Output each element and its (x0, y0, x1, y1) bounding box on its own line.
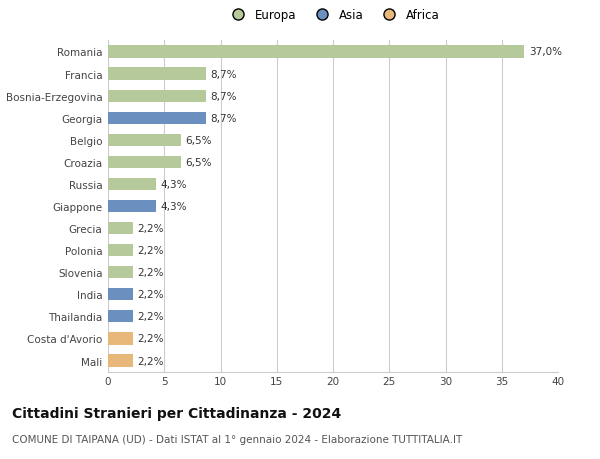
Bar (108, 245, 133, 257)
Bar (108, 267, 133, 279)
Text: 2,2%: 2,2% (137, 246, 164, 256)
Bar (108, 355, 133, 367)
Text: 4,3%: 4,3% (161, 179, 187, 190)
Bar (108, 289, 133, 301)
Bar (108, 134, 181, 146)
Bar (108, 333, 133, 345)
Bar (108, 157, 181, 168)
Text: 2,2%: 2,2% (137, 312, 164, 322)
Bar (108, 46, 524, 58)
Text: 2,2%: 2,2% (137, 224, 164, 234)
Text: 2,2%: 2,2% (137, 268, 164, 278)
Text: COMUNE DI TAIPANA (UD) - Dati ISTAT al 1° gennaio 2024 - Elaborazione TUTTITALIA: COMUNE DI TAIPANA (UD) - Dati ISTAT al 1… (12, 434, 462, 444)
Bar (108, 68, 206, 80)
Bar (108, 179, 157, 190)
Bar (108, 223, 133, 235)
Text: 2,2%: 2,2% (137, 334, 164, 344)
Text: 2,2%: 2,2% (137, 290, 164, 300)
Bar (108, 112, 206, 124)
Text: 6,5%: 6,5% (185, 157, 212, 168)
Bar (108, 311, 133, 323)
Text: 37,0%: 37,0% (529, 47, 562, 57)
Text: 8,7%: 8,7% (211, 69, 237, 79)
Text: 4,3%: 4,3% (161, 202, 187, 212)
Bar (108, 201, 157, 213)
Text: 8,7%: 8,7% (211, 91, 237, 101)
Text: 2,2%: 2,2% (137, 356, 164, 366)
Legend: Europa, Asia, Africa: Europa, Asia, Africa (221, 4, 445, 27)
Text: 6,5%: 6,5% (185, 135, 212, 146)
Text: 8,7%: 8,7% (211, 113, 237, 123)
Text: Cittadini Stranieri per Cittadinanza - 2024: Cittadini Stranieri per Cittadinanza - 2… (12, 406, 341, 420)
Bar (108, 90, 206, 102)
